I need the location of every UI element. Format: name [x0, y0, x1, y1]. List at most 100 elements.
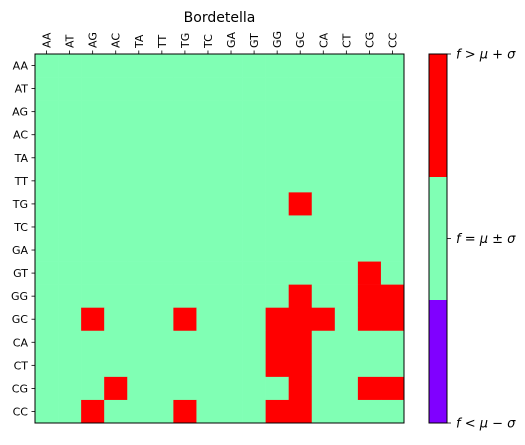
heatmap-cell [58, 192, 82, 216]
heatmap-cell [288, 261, 313, 285]
y-tick-label: GC [12, 313, 29, 326]
heatmap-cell [104, 146, 128, 170]
heatmap-cell [380, 353, 405, 378]
heatmap-cell [265, 215, 289, 239]
heatmap-cell [311, 215, 336, 239]
heatmap-cell [150, 215, 174, 239]
heatmap-cell [104, 54, 128, 78]
heatmap-cell [380, 54, 405, 78]
heatmap-cell [81, 77, 105, 101]
y-tick-label: CG [12, 382, 28, 395]
heatmap-cell [173, 123, 197, 147]
heatmap-cell [150, 54, 174, 78]
heatmap-cell [334, 353, 359, 378]
heatmap-cell [127, 353, 151, 378]
heatmap-cell [380, 261, 405, 285]
heatmap-cell [196, 192, 220, 216]
heatmap-cell [58, 353, 82, 378]
heatmap-cell [311, 238, 336, 262]
y-tick-label: GT [13, 267, 28, 280]
heatmap-cell [288, 238, 313, 262]
heatmap-cell [196, 77, 220, 101]
heatmap-cell [104, 261, 128, 285]
heatmap-cell [35, 261, 59, 285]
heatmap-cell [127, 77, 151, 101]
heatmap-cell [35, 123, 59, 147]
heatmap-cell [196, 284, 220, 308]
heatmap-cell [173, 146, 197, 170]
heatmap-cell [334, 284, 359, 308]
heatmap-cell [265, 123, 289, 147]
heatmap-cell [380, 307, 405, 332]
heatmap-cell [196, 330, 220, 355]
heatmap-cell [58, 330, 82, 355]
heatmap-cell [81, 330, 105, 355]
heatmap-cell [265, 192, 289, 216]
heatmap-cell [265, 238, 289, 262]
heatmap-cell [311, 307, 336, 332]
heatmap-cell [58, 215, 82, 239]
heatmap-cell [357, 192, 382, 216]
heatmap-cell [311, 376, 336, 401]
heatmap-cell [127, 123, 151, 147]
x-tick-label: AA [41, 32, 54, 48]
x-tick-label: CA [317, 32, 330, 48]
heatmap-cell [35, 307, 59, 332]
heatmap-cell [58, 54, 82, 78]
heatmap-cell [173, 353, 197, 378]
heatmap-cell [104, 192, 128, 216]
heatmap-cell [127, 376, 151, 401]
x-tick-label: CG [363, 32, 376, 48]
heatmap-cell [173, 215, 197, 239]
heatmap-cell [127, 192, 151, 216]
colorbar-tick-label: f = μ ± σ [456, 232, 516, 247]
x-tick-label: GA [225, 31, 238, 48]
heatmap-cell [311, 284, 336, 308]
heatmap-cell [357, 100, 382, 124]
heatmap-cell [58, 77, 82, 101]
x-tick-label: TC [202, 34, 215, 49]
heatmap-cell [104, 169, 128, 193]
heatmap-cell [196, 123, 220, 147]
heatmap-cell [380, 399, 405, 424]
heatmap-cell [288, 330, 313, 355]
x-tick-label: AC [110, 33, 123, 48]
x-tick-label: AT [64, 34, 77, 48]
heatmap-cell [219, 238, 243, 262]
heatmap-cell [219, 399, 243, 424]
colorbar-tick-label: f < μ − σ [456, 417, 516, 432]
heatmap-cell [196, 376, 220, 401]
heatmap-cell [311, 100, 336, 124]
y-tick-label: TA [14, 152, 29, 165]
heatmap-cells [35, 54, 405, 424]
heatmap-cell [288, 376, 313, 401]
heatmap-cell [104, 77, 128, 101]
heatmap-cell [150, 238, 174, 262]
heatmap-cell [242, 77, 266, 101]
heatmap-cell [288, 100, 313, 124]
heatmap-cell [173, 54, 197, 78]
y-tick-label: TG [12, 198, 28, 211]
heatmap-cell [35, 169, 59, 193]
heatmap-cell [357, 330, 382, 355]
heatmap-cell [173, 376, 197, 401]
heatmap-cell [242, 399, 266, 424]
heatmap-cell [173, 330, 197, 355]
heatmap-cell [104, 238, 128, 262]
heatmap-cell [150, 77, 174, 101]
heatmap-cell [288, 353, 313, 378]
heatmap-cell [58, 169, 82, 193]
heatmap-cell [173, 238, 197, 262]
heatmap-cell [150, 261, 174, 285]
heatmap-cell [150, 353, 174, 378]
heatmap-cell [219, 77, 243, 101]
x-tick-label: GC [294, 31, 307, 48]
heatmap-cell [150, 192, 174, 216]
heatmap-cell [242, 215, 266, 239]
heatmap-cell [334, 100, 359, 124]
heatmap-cell [357, 169, 382, 193]
heatmap-cell [35, 54, 59, 78]
y-tick-labels: AA AT AG AC TA TT TG TC GA GT GG GC CA CT CG CC [11, 60, 35, 418]
heatmap-cell [196, 238, 220, 262]
